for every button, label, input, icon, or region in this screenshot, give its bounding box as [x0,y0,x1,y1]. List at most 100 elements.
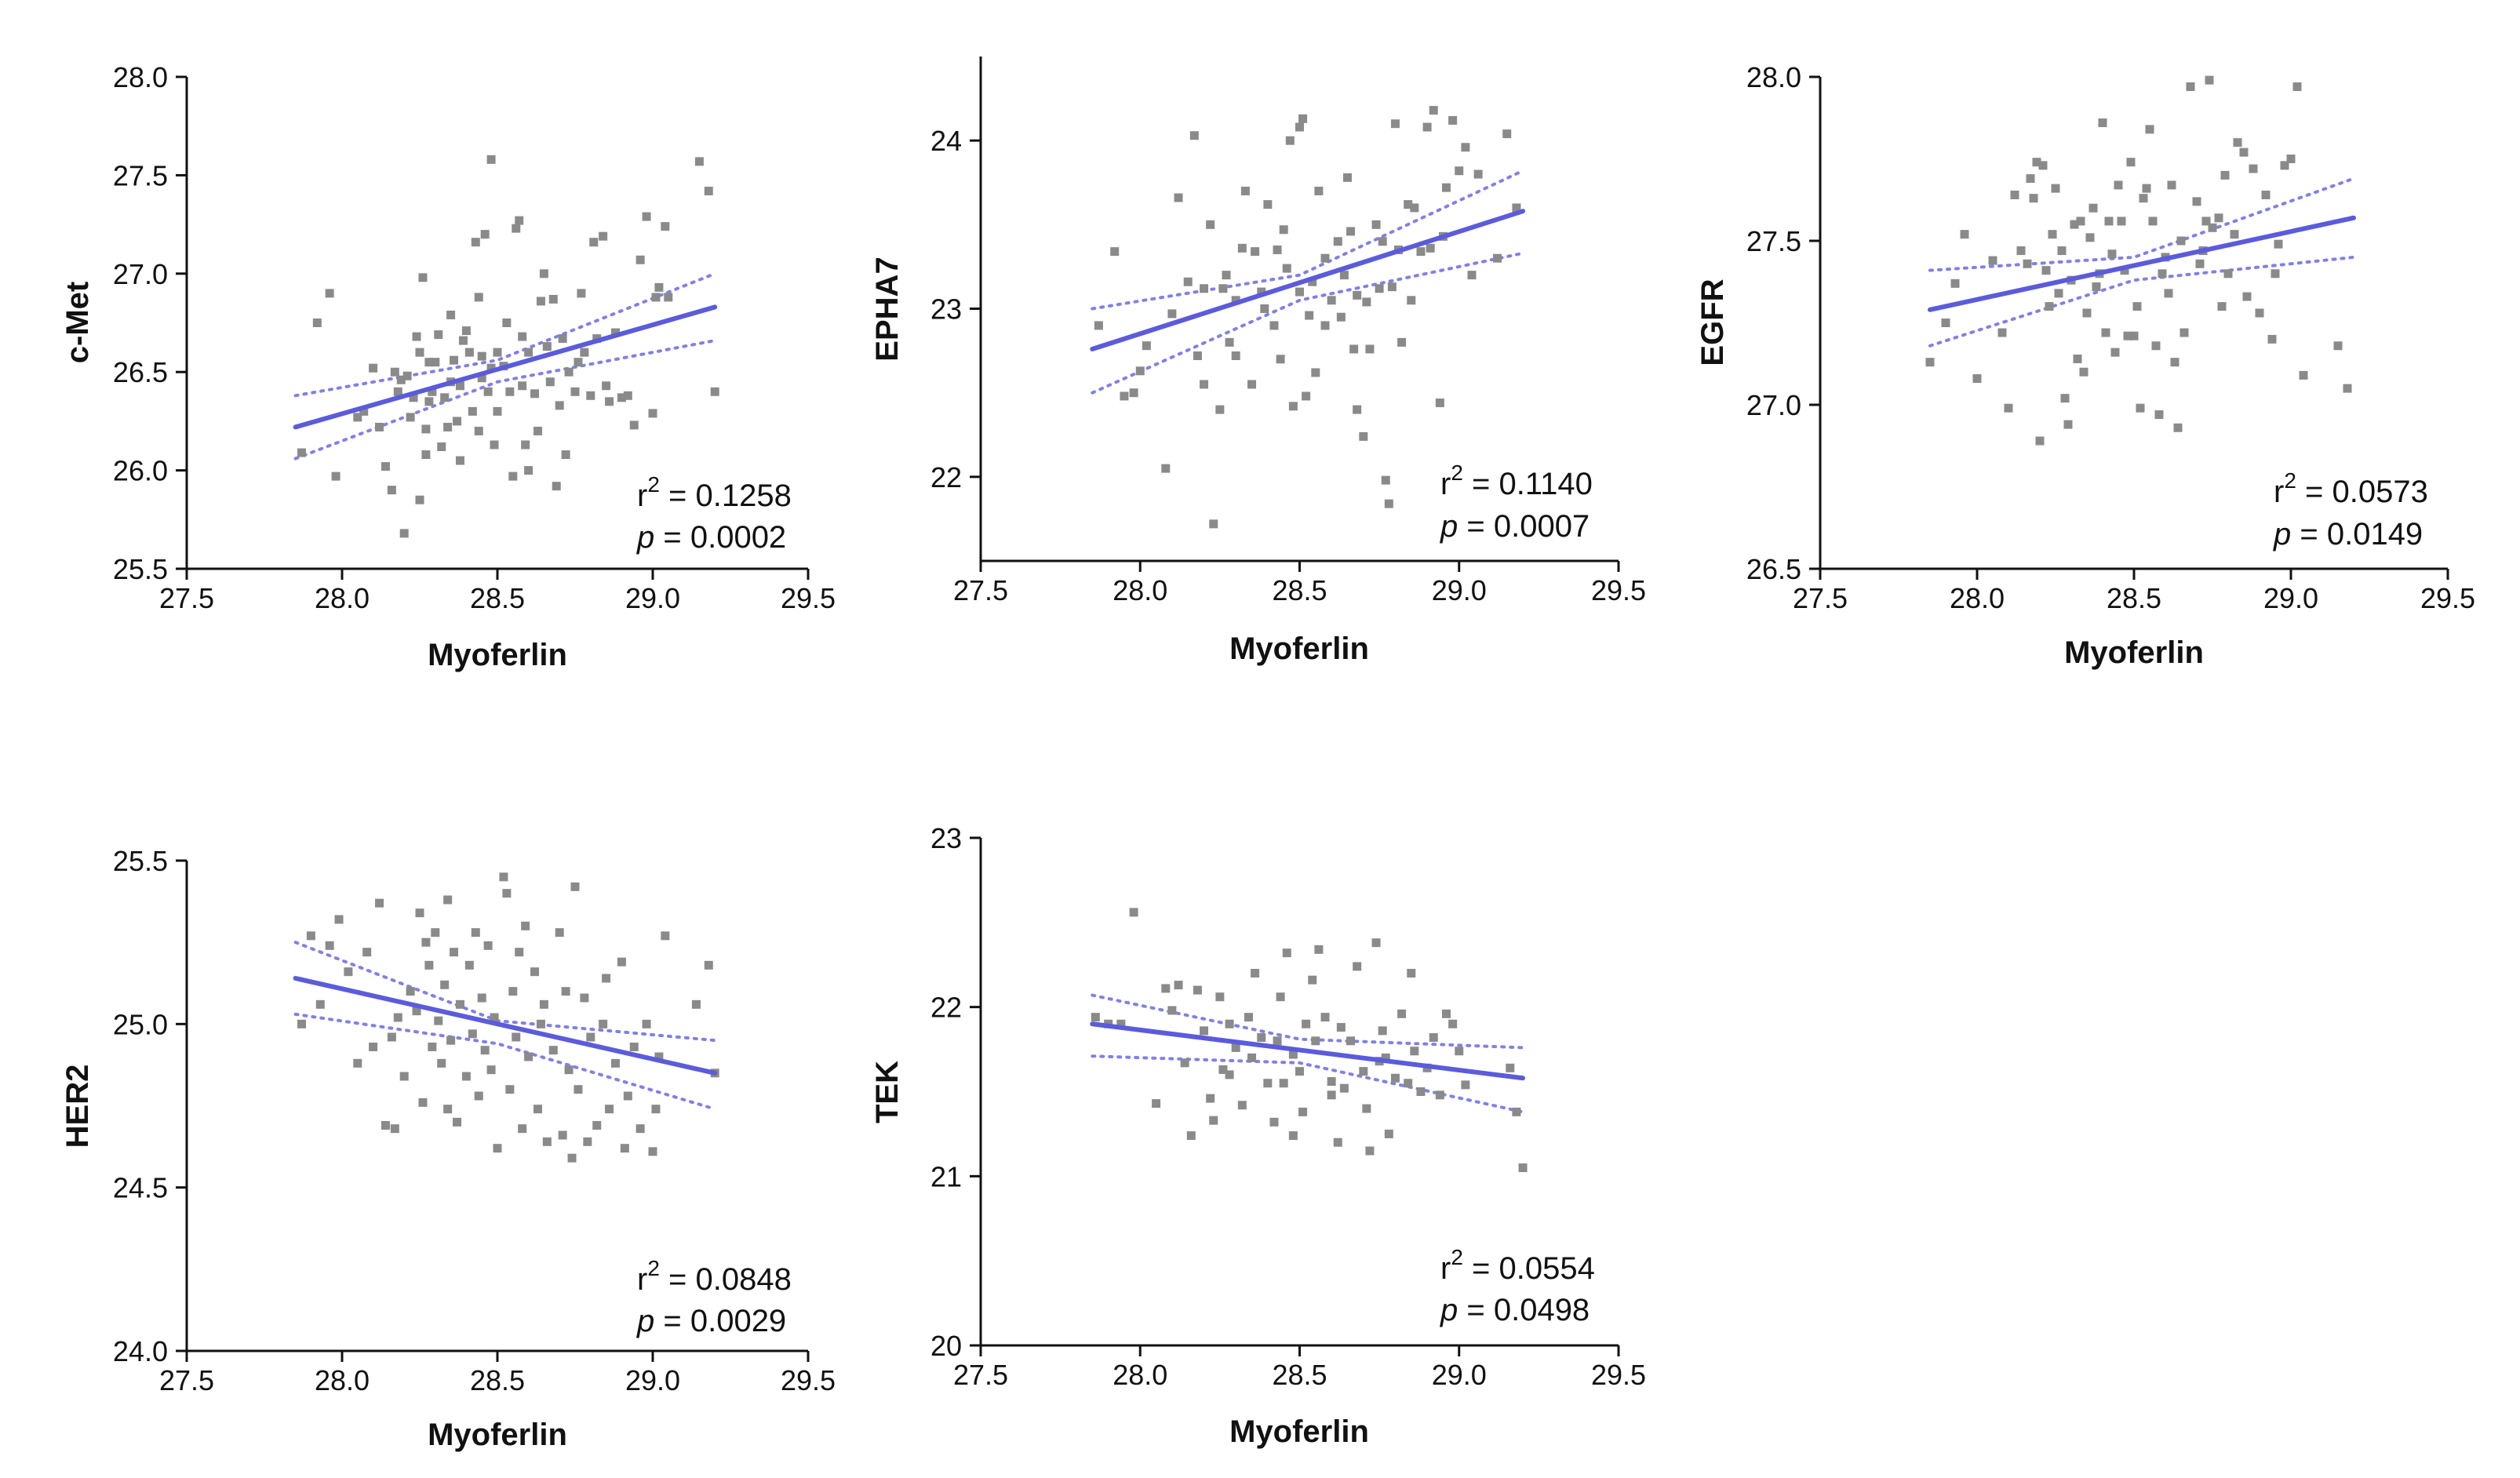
x-tick-label: 28.5 [470,1364,525,1396]
data-point [1407,296,1416,305]
data-point [2004,403,2013,413]
data-point [2195,259,2205,268]
data-point [1365,1146,1375,1156]
data-point [542,342,552,351]
data-point [508,471,518,481]
x-tick-label: 29.0 [2263,582,2318,614]
data-point [325,289,334,298]
data-point [1339,1083,1349,1093]
data-point [1925,358,1935,367]
data-point [1231,1043,1240,1052]
data-point [2148,217,2158,226]
data-point [2230,230,2239,239]
data-point [362,948,372,957]
data-points [297,872,719,1163]
x-tick-label: 29.5 [1591,1359,1646,1391]
data-point [2060,394,2070,403]
data-point [446,1036,456,1045]
data-point [325,941,334,950]
axes: 27.5 28.0 28.5 29.0 29.5 20 21 22 23 [930,822,1646,1391]
regression-line [1090,1021,1526,1081]
data-point [1333,237,1342,246]
data-point [2035,436,2045,446]
data-point [508,987,518,996]
data-point [635,1124,645,1134]
data-point [393,387,402,396]
data-point [493,348,502,357]
x-tick-label: 27.5 [159,582,214,614]
data-point [1441,183,1451,192]
p-value-value: = 0.0002 [654,520,786,555]
data-point [1950,278,1960,288]
data-point [399,529,409,538]
x-tick-label: 28.0 [1113,1359,1167,1391]
data-point [602,381,611,391]
data-point [558,334,567,344]
data-point [539,999,548,1009]
data-point [1237,243,1247,253]
data-point [1209,519,1218,529]
data-point [415,348,424,357]
data-point [455,999,464,1009]
data-point [2180,328,2189,337]
data-point [552,482,561,491]
x-tick-label: 27.5 [953,1359,1008,1391]
data-point [592,1121,602,1130]
data-point [548,1046,558,1055]
data-point [443,895,453,905]
data-point [1461,143,1470,152]
y-axis-title: HER2 [60,1065,95,1149]
data-point [434,330,443,340]
data-point [490,440,499,450]
data-point [399,1072,409,1081]
data-point [561,450,570,460]
data-point [530,389,540,399]
p-value-label: p [1440,1293,1458,1327]
data-point [512,224,521,233]
data-point [1288,402,1298,411]
data-point [2286,155,2296,163]
data-point [512,1032,521,1042]
data-point [461,326,471,336]
y-axis-title: EGFR [1695,278,1730,366]
data-point [2280,161,2289,170]
data-point [1320,253,1330,263]
data-point [1308,277,1317,286]
y-tick-label: 28.0 [1746,61,1801,93]
data-point [468,406,477,416]
data-point [2255,308,2264,318]
data-point [1461,1080,1470,1090]
axes: 27.5 28.0 28.5 29.0 29.5 22 23 24 [930,56,1646,606]
data-point [1493,253,1502,263]
data-point [558,1130,567,1140]
data-point [518,381,527,391]
data-point [545,377,555,387]
data-point [515,948,524,957]
data-point [570,387,580,396]
data-point [2164,289,2173,298]
p-value-label: p [1440,509,1458,544]
data-point [1359,1067,1368,1076]
p-value-stat: p = 0.0149 [2273,517,2423,552]
data-point [654,282,664,292]
data-point [1305,311,1314,320]
data-point [564,1065,574,1075]
data-point [2139,194,2148,203]
data-point [1308,975,1317,985]
data-point [483,387,493,396]
data-point [2214,213,2223,223]
data-point [2154,410,2164,420]
data-point [694,157,704,166]
data-point [1346,1036,1356,1046]
data-point [564,367,574,377]
data-point [1336,1023,1346,1032]
fit-line [293,304,718,430]
data-point [375,898,384,908]
r-squared-stat: r2 = 0.1258 [637,472,792,513]
data-point [440,980,450,989]
data-point [1349,344,1359,354]
data-point [1365,344,1375,354]
ci-upper-curve [1091,169,1525,311]
data-point [2208,223,2217,232]
